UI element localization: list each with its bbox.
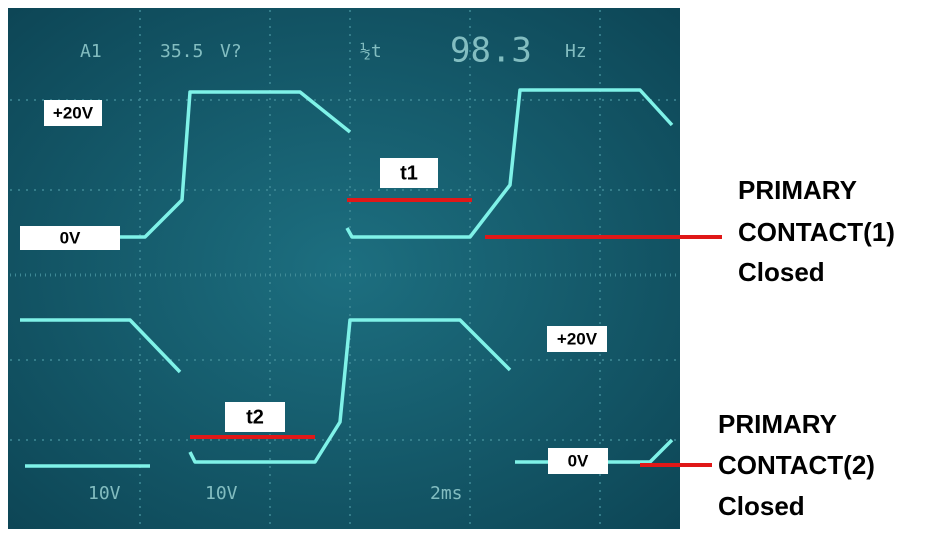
annotation-line: Closed bbox=[718, 491, 805, 521]
page: A1 35.5 V? ½t 98.3 Hz 10V 10V 2ms +20V 0… bbox=[0, 0, 944, 529]
label: t2 bbox=[246, 406, 264, 428]
readout: V? bbox=[220, 41, 242, 62]
annotation-line: PRIMARY bbox=[718, 409, 837, 439]
readout: 10V bbox=[88, 483, 121, 504]
annotation-line: PRIMARY bbox=[738, 175, 857, 205]
annotation-line: CONTACT(1) bbox=[738, 217, 895, 247]
label: 0V bbox=[60, 228, 81, 247]
label: +20V bbox=[53, 103, 94, 122]
annotation-line: CONTACT(2) bbox=[718, 450, 875, 480]
readout: A1 bbox=[80, 41, 102, 62]
readout: Hz bbox=[565, 41, 587, 62]
label: +20V bbox=[557, 329, 598, 348]
readout: ½t bbox=[360, 41, 382, 62]
label: 0V bbox=[568, 451, 589, 470]
annotation-line: Closed bbox=[738, 257, 825, 287]
readout: 98.3 bbox=[450, 31, 532, 71]
readout: 2ms bbox=[430, 483, 463, 504]
label: t1 bbox=[400, 162, 418, 184]
readout: 10V bbox=[205, 483, 238, 504]
readout: 35.5 bbox=[160, 41, 203, 62]
annotation: PRIMARY CONTACT(2) Closed bbox=[718, 409, 875, 521]
annotation: PRIMARY CONTACT(1) Closed bbox=[738, 175, 895, 287]
screenshot: A1 35.5 V? ½t 98.3 Hz 10V 10V 2ms +20V 0… bbox=[0, 0, 944, 529]
